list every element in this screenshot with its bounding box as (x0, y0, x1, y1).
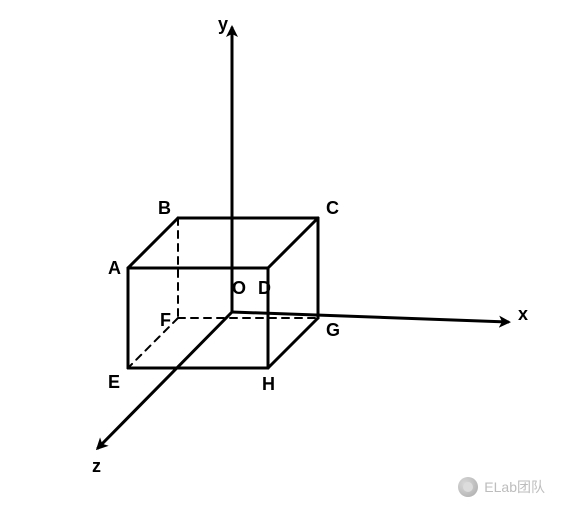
axis-label-y: y (218, 14, 228, 34)
vertex-label-F: F (160, 310, 171, 330)
vertex-label-O: O (232, 278, 246, 298)
wechat-icon (458, 477, 478, 497)
vertex-label-H: H (262, 374, 275, 394)
edge-CD (268, 218, 318, 268)
edge-AB (128, 218, 178, 268)
axis-label-x: x (518, 304, 528, 324)
axis-label-z: z (92, 456, 101, 476)
cube-axes-diagram: x y z A B C D E F G H O (0, 0, 563, 515)
labels: x y z A B C D E F G H O (92, 14, 528, 476)
vertex-label-G: G (326, 320, 340, 340)
cube-visible-edges (128, 218, 318, 368)
watermark: ELab团队 (458, 477, 545, 497)
vertex-label-B: B (158, 198, 171, 218)
vertex-label-A: A (108, 258, 121, 278)
edge-HG (268, 318, 318, 368)
vertex-label-E: E (108, 372, 120, 392)
vertex-label-C: C (326, 198, 339, 218)
vertex-label-D: D (258, 278, 271, 298)
watermark-text: ELab团队 (484, 477, 545, 497)
